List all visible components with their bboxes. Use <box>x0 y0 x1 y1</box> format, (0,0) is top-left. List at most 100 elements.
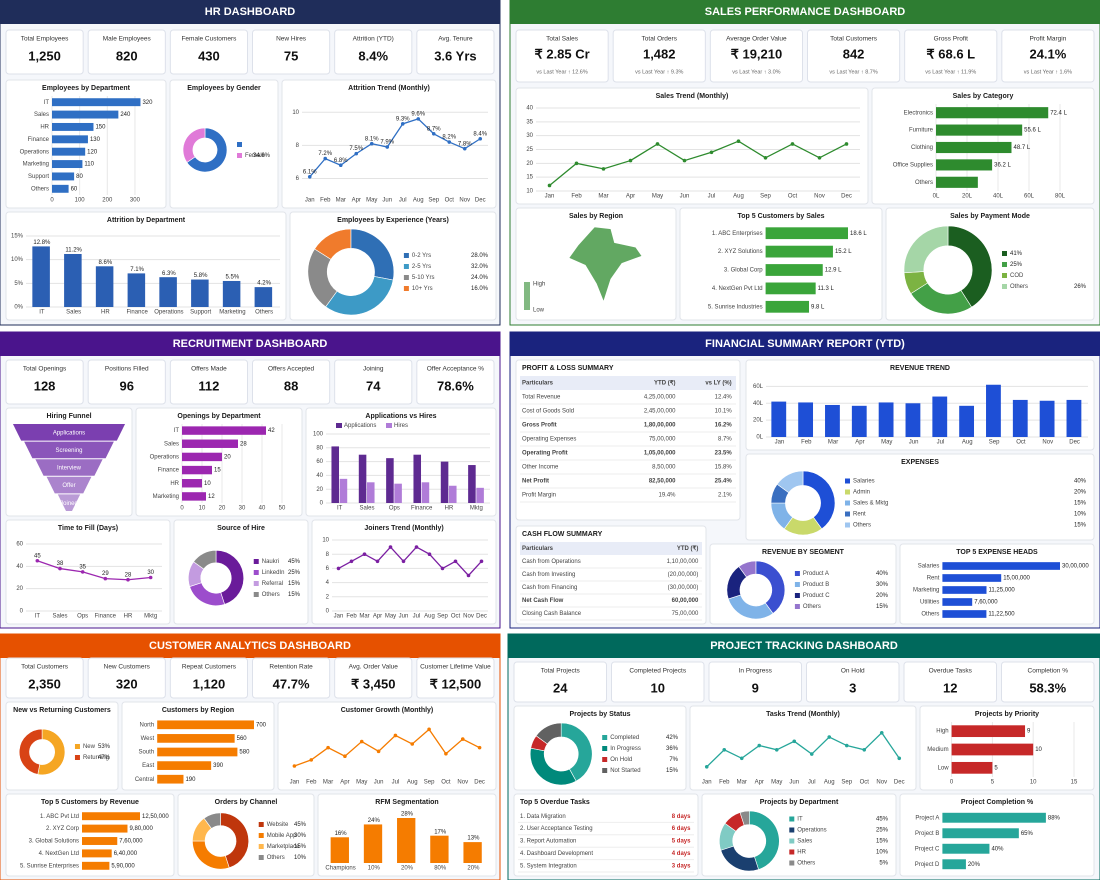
kpi-label: New Hires <box>276 36 307 43</box>
table-cell: Operating Profit <box>522 451 568 457</box>
legend-label: Referral <box>262 581 283 587</box>
legend-label: On Hold <box>610 757 632 763</box>
data-label: 9,80,000 <box>129 826 153 832</box>
panel-title: SALES PERFORMANCE DASHBOARD <box>705 6 906 18</box>
data-label: 55.6 L <box>1024 128 1041 134</box>
legend-swatch <box>845 478 850 484</box>
legend-swatch <box>258 833 264 838</box>
stage-label: Screening <box>55 448 82 454</box>
bar <box>851 405 867 437</box>
category-label: East <box>142 763 154 769</box>
category-label: Project A <box>915 815 939 821</box>
point <box>774 748 779 752</box>
point <box>844 142 849 146</box>
point <box>359 739 364 744</box>
table-cell: Gross Profit <box>522 423 557 429</box>
legend-label: Product C <box>803 593 830 599</box>
donut-slice <box>193 549 217 570</box>
bar <box>951 725 1026 738</box>
bar <box>413 454 422 503</box>
funnel-stage <box>12 424 126 441</box>
category-label: 2. XYZ Solutions <box>718 249 763 255</box>
legend-swatch <box>336 423 342 428</box>
table-cell: Closing Cash Balance <box>522 611 582 617</box>
kpi-label: Total Customers <box>21 664 69 671</box>
data-label: 45% <box>288 559 301 565</box>
legend-swatch <box>845 511 850 517</box>
category-label: Mktg <box>470 506 483 512</box>
table-cell: 1. Data Migration <box>520 814 566 820</box>
bar <box>157 720 254 730</box>
table-cell: 60,00,000 <box>672 598 699 604</box>
data-label: 41% <box>1010 251 1023 257</box>
bar <box>182 439 238 448</box>
data-label: 4.2% <box>257 281 271 287</box>
data-label: 32.0% <box>471 264 489 270</box>
chart-title: Source of Hire <box>217 525 265 532</box>
y-tick-label: 80 <box>316 445 323 451</box>
kpi-value: 8.4% <box>358 48 388 63</box>
bar <box>1039 400 1055 437</box>
legend-label: Others <box>262 592 280 598</box>
data-label: 11,22,500 <box>988 612 1015 618</box>
category-label: Sep <box>989 440 1000 446</box>
category-label: Project D <box>915 862 940 868</box>
legend-label: 0-2 Yrs <box>412 253 431 259</box>
category-label: IT <box>35 614 41 620</box>
bar <box>157 747 238 757</box>
bar <box>157 734 235 743</box>
bar <box>942 586 987 594</box>
legend-label: Product A <box>803 571 829 577</box>
data-label: 8.6% <box>99 260 113 266</box>
point <box>292 764 297 768</box>
category-label: Nov <box>1042 440 1053 446</box>
point <box>763 156 768 160</box>
x-tick-label: 50 <box>279 506 286 512</box>
category-label: Oct <box>445 198 455 204</box>
chart-title: Projects by Priority <box>975 711 1039 718</box>
point <box>479 559 484 564</box>
legend-swatch <box>789 838 795 844</box>
y-tick-label: 10 <box>526 189 533 195</box>
category-label: Oct <box>441 780 451 786</box>
data-label: 20 <box>224 454 231 460</box>
kpi-change: vs Last Year ↑ 11.9% <box>925 69 976 75</box>
kpi-label: Repeat Customers <box>182 664 237 671</box>
kpi-value: 3 <box>849 680 856 695</box>
point <box>375 559 380 564</box>
x-tick-label: 0 <box>950 780 954 786</box>
bar <box>330 837 349 863</box>
category-label: Utilities <box>920 600 939 606</box>
category-label: Jul <box>392 780 400 786</box>
x-tick-label: 10 <box>199 506 206 512</box>
legend-swatch <box>258 855 264 860</box>
chart-title: REVENUE BY SEGMENT <box>762 549 845 556</box>
bar <box>421 482 430 503</box>
table-cell: Operating Expenses <box>522 437 576 443</box>
data-label: 11.2% <box>65 248 82 254</box>
legend-label: Completed <box>610 735 639 741</box>
kpi-label: Joining <box>363 366 384 373</box>
data-label: 10% <box>1074 512 1087 518</box>
x-tick-label: 60L <box>1024 194 1035 200</box>
data-label: 15% <box>1074 501 1087 507</box>
data-label: 17% <box>434 829 447 835</box>
donut-slice <box>738 560 757 578</box>
category-label: Jun <box>382 198 392 204</box>
kpi-card <box>87 657 166 699</box>
category-label: HR <box>445 506 454 512</box>
donut-slice <box>186 127 228 173</box>
bar <box>765 282 816 295</box>
bar <box>52 98 141 107</box>
bar <box>182 452 222 462</box>
category-label: 1. ABC Enterprises <box>712 231 763 237</box>
kpi-label: Avg. Tenure <box>438 36 473 43</box>
table-cell: Cash from Investing <box>522 572 575 578</box>
bar <box>222 280 241 307</box>
y-tick-label: 30 <box>526 133 533 139</box>
category-label: Nov <box>463 614 474 620</box>
kpi-value: 1,482 <box>643 46 676 61</box>
bar <box>936 124 1023 136</box>
point <box>444 751 448 756</box>
